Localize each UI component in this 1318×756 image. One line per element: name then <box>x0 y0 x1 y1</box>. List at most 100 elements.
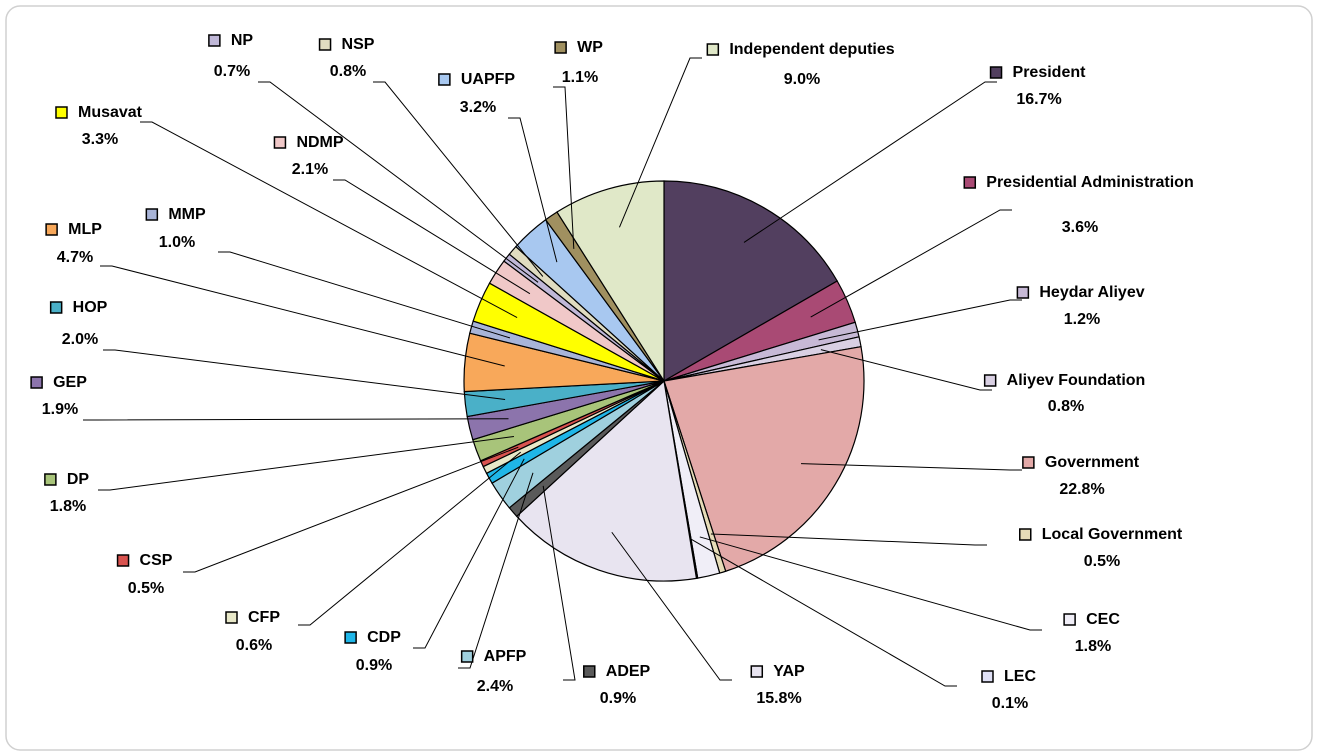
leader-line <box>611 531 732 681</box>
leader-line <box>83 418 509 421</box>
value-label: 2.4% <box>477 678 513 695</box>
leader-line <box>183 446 519 573</box>
legend-label: CEC <box>1086 611 1120 628</box>
value-label: 1.0% <box>159 234 195 251</box>
leader-line <box>333 179 531 295</box>
leader-line <box>373 81 544 277</box>
legend-marker <box>989 66 1003 79</box>
legend-marker <box>30 376 43 389</box>
value-label: 0.9% <box>600 690 636 707</box>
leader-line <box>801 463 1022 471</box>
legend-marker <box>963 176 977 189</box>
legend-label: MLP <box>68 221 102 238</box>
leader-line <box>458 472 534 669</box>
leader-line <box>618 57 702 228</box>
value-label: 0.9% <box>356 657 392 674</box>
legend-label: APFP <box>484 648 527 665</box>
value-label: 0.5% <box>1084 553 1120 570</box>
leader-line <box>553 86 575 249</box>
legend-marker <box>981 670 994 683</box>
legend-label: WP <box>577 39 603 56</box>
legend-label: CDP <box>367 629 401 646</box>
legend-marker <box>208 34 221 47</box>
legend-label: NP <box>231 32 254 49</box>
leader-line <box>810 209 1012 318</box>
legend-label: NDMP <box>296 134 343 151</box>
leader-line <box>258 81 539 283</box>
legend-label: Local Government <box>1042 526 1183 543</box>
value-label: 4.7% <box>57 249 93 266</box>
legend-marker <box>344 631 357 644</box>
leader-line <box>413 458 525 649</box>
legend-marker <box>44 473 57 486</box>
legend-marker <box>750 665 764 678</box>
legend-marker <box>583 665 596 678</box>
leader-line <box>542 485 576 681</box>
legend-marker <box>1016 286 1030 299</box>
value-label: 1.8% <box>50 498 86 515</box>
legend-marker <box>45 223 58 236</box>
value-label: 1.1% <box>562 69 598 86</box>
value-label: 0.7% <box>214 63 250 80</box>
legend-marker <box>1019 528 1032 541</box>
value-label: 0.8% <box>330 63 366 80</box>
legend-label: LEC <box>1004 668 1036 685</box>
legend-marker <box>49 301 63 314</box>
legend-label: CFP <box>248 609 280 626</box>
leader-line <box>100 265 505 367</box>
leader-line <box>103 349 506 401</box>
leader-line <box>710 533 987 546</box>
leader-line <box>140 121 518 319</box>
pie-slice <box>515 379 698 582</box>
leader-line <box>699 536 1042 631</box>
legend-marker <box>554 41 567 54</box>
legend-label: President <box>1013 64 1087 81</box>
legend-label: NSP <box>342 36 375 53</box>
value-label: 3.2% <box>460 99 496 116</box>
legend-marker <box>145 208 159 221</box>
legend-label: Heydar Aliyev <box>1039 284 1144 301</box>
legend-label: Presidential Administration <box>986 174 1193 191</box>
value-label: 0.1% <box>992 695 1028 712</box>
legend-marker <box>438 73 451 86</box>
legend-label: Musavat <box>78 104 143 121</box>
leader-line <box>743 81 997 243</box>
legend-marker <box>273 136 287 149</box>
value-label: 0.6% <box>236 637 272 654</box>
leader-line <box>508 117 558 263</box>
legend-label: MMP <box>168 206 206 223</box>
legend-marker <box>983 374 997 387</box>
value-label: 3.3% <box>82 131 118 148</box>
pie-slice <box>663 180 839 383</box>
leader-line <box>298 451 522 626</box>
legend-label: Government <box>1045 454 1140 471</box>
legend-label: Independent deputies <box>729 41 894 58</box>
legend-label: GEP <box>53 374 87 391</box>
legend-label: CSP <box>140 552 173 569</box>
legend-marker <box>1022 456 1035 469</box>
legend-marker <box>706 43 720 56</box>
leader-line <box>690 538 957 687</box>
legend-marker <box>460 650 474 663</box>
pie-slice <box>663 345 865 573</box>
legend-marker <box>55 106 68 119</box>
legend-label: HOP <box>73 299 108 316</box>
legend-label: DP <box>67 471 90 488</box>
legend-marker <box>318 38 332 51</box>
leader-line <box>98 436 515 491</box>
value-label: 9.0% <box>784 71 820 88</box>
legend-label: UAPFP <box>461 71 516 88</box>
leader-line <box>818 299 1022 341</box>
legend-label: Aliyev Foundation <box>1007 372 1146 389</box>
legend-marker <box>225 611 238 624</box>
legend-marker <box>1063 613 1076 626</box>
value-label: 2.1% <box>292 161 328 178</box>
value-label: 3.6% <box>1062 219 1098 236</box>
value-label: 22.8% <box>1059 481 1104 498</box>
value-label: 1.2% <box>1064 311 1100 328</box>
leader-line <box>820 349 992 391</box>
value-label: 1.9% <box>42 401 78 418</box>
value-label: 1.8% <box>1075 638 1111 655</box>
